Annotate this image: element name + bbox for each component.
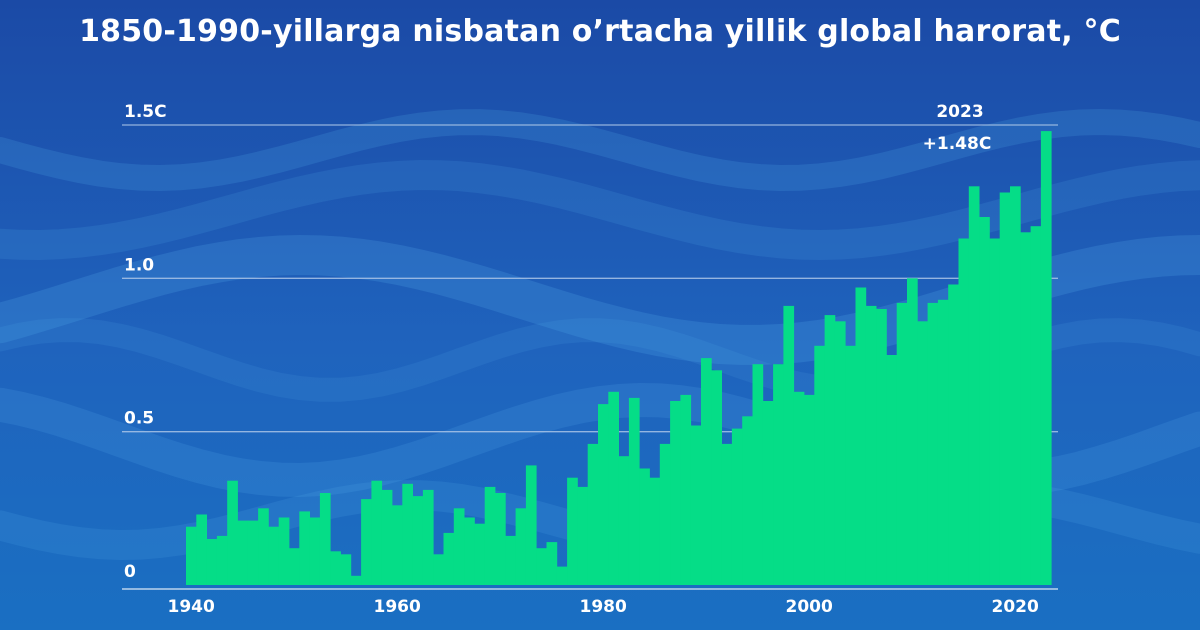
bar-1994	[742, 416, 753, 585]
bar-1941	[196, 514, 207, 585]
bar-1972	[515, 508, 527, 585]
bar-2014	[948, 284, 959, 585]
bar-1999	[793, 391, 805, 585]
x-tick-label: 2000	[785, 597, 832, 617]
bar-2022	[1030, 226, 1042, 585]
x-tick-label: 1980	[579, 597, 626, 617]
bar-2015	[958, 238, 970, 585]
annotation-year: 2023	[936, 102, 983, 122]
y-tick-label: 1.5C	[124, 102, 167, 122]
bar-1955	[340, 554, 352, 585]
bar-1984	[639, 468, 650, 585]
bar-1960	[392, 505, 403, 585]
bar-1996	[762, 401, 774, 585]
bar-1995	[752, 364, 764, 585]
bar-2013	[937, 299, 949, 585]
bar-1988	[680, 394, 692, 585]
bar-1963	[422, 489, 434, 585]
bar-1986	[659, 443, 671, 585]
bar-1951	[299, 511, 310, 585]
chart-title: 1850-1990-yillarga nisbatan o’rtacha yil…	[79, 14, 1121, 49]
bar-2001	[814, 345, 825, 585]
bar-1973	[525, 465, 537, 585]
bar-1983	[628, 397, 640, 585]
bar-2021	[1020, 232, 1031, 586]
bar-1950	[289, 548, 300, 585]
x-tick-label: 2020	[991, 597, 1038, 617]
bar-1989	[690, 425, 702, 585]
bar-1965	[443, 532, 455, 585]
wave-band	[0, 108, 1200, 192]
bar-1990	[701, 358, 712, 585]
bar-2016	[968, 186, 980, 586]
bar-2000	[804, 394, 815, 585]
bar-1962	[412, 496, 424, 585]
bar-1970	[495, 493, 506, 585]
bar-1953	[319, 493, 331, 585]
bar-1959	[381, 489, 393, 585]
bar-1974	[536, 548, 547, 585]
bar-2023	[1040, 131, 1052, 585]
bar-1956	[350, 575, 362, 585]
x-tick-label: 1940	[167, 597, 214, 617]
bar-1978	[577, 486, 589, 585]
bar-1979	[587, 443, 599, 585]
bar-1942	[206, 539, 218, 585]
bar-1991	[711, 370, 722, 585]
bar-1952	[309, 517, 321, 585]
bar-1954	[330, 551, 341, 585]
bar-2019	[999, 192, 1011, 585]
bar-1966	[453, 508, 465, 585]
bar-1997	[773, 364, 784, 585]
bar-1958	[371, 480, 383, 585]
bar-2008	[886, 355, 898, 585]
bar-2005	[855, 287, 867, 585]
bar-2011	[917, 321, 928, 585]
bar-1947	[258, 508, 269, 585]
bar-1949	[278, 517, 290, 585]
bar-1985	[649, 477, 661, 585]
bar-1993	[731, 428, 743, 585]
bar-1998	[783, 305, 795, 585]
bar-1948	[268, 526, 280, 585]
bar-1971	[505, 535, 516, 585]
bar-2007	[876, 309, 887, 585]
bar-2010	[907, 278, 918, 585]
bar-2002	[824, 315, 836, 585]
bar-1968	[474, 523, 486, 585]
bar-2009	[896, 302, 908, 585]
bar-2006	[865, 305, 877, 585]
y-tick-label: 1.0	[124, 255, 154, 275]
bar-1957	[361, 499, 372, 585]
bar-2020	[1010, 186, 1021, 586]
bar-1964	[433, 554, 444, 585]
bar-1980	[598, 404, 609, 585]
bar-1976	[556, 566, 568, 585]
bar-1946	[247, 520, 259, 585]
bar-1969	[484, 486, 496, 585]
bar-1943	[216, 535, 228, 585]
bar-2017	[979, 217, 990, 585]
bar-1987	[670, 401, 681, 585]
bar-2004	[845, 345, 856, 585]
bar-1945	[237, 520, 249, 585]
bar-1944	[227, 480, 238, 585]
bar-2012	[927, 302, 939, 585]
y-tick-label: 0	[124, 562, 136, 582]
bar-1977	[567, 477, 578, 585]
y-tick-label: 0.5	[124, 409, 154, 429]
bar-2003	[834, 321, 846, 585]
bar-1975	[546, 542, 558, 585]
bar-1992	[721, 443, 733, 585]
bar-1981	[608, 391, 619, 585]
bar-1940	[186, 526, 197, 585]
x-tick-label: 1960	[373, 597, 420, 617]
annotation-value: +1.48C	[923, 134, 992, 154]
bar-1961	[402, 483, 413, 585]
bar-2018	[989, 238, 1001, 585]
bar-1967	[464, 517, 475, 585]
bar-1982	[618, 456, 630, 585]
